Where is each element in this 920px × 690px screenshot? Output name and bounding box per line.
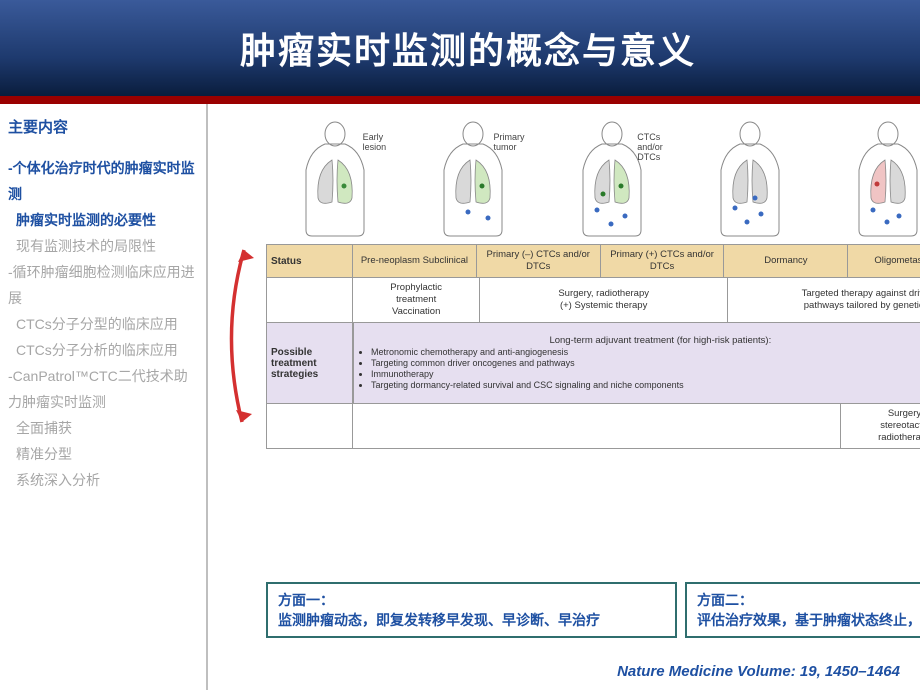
adjuvant-list: Metronomic chemotherapy and anti-angioge…: [371, 347, 920, 391]
row-cells: Surgerystereotacticradiotherapy: [353, 404, 920, 448]
torso-icon: [843, 120, 920, 240]
torso-stage: CTCsand/orDTCs: [543, 114, 681, 244]
row-cells: ProphylactictreatmentVaccination Surgery…: [353, 278, 920, 322]
aspect-boxes: 方面一： 监测肿瘤动态，即复发转移早发现、早诊断、早治疗 方面二： 评估治疗效果…: [266, 582, 920, 638]
header-underline: [0, 96, 920, 104]
main-content: Earlylesion Primarytumor CTCsand/orDTCs: [208, 104, 920, 690]
sidebar-item[interactable]: 全面捕获: [8, 415, 198, 441]
status-cell: Dormancy: [723, 245, 847, 277]
sidebar-item[interactable]: 系统深入分析: [8, 467, 198, 493]
aspect-1-text: 监测肿瘤动态，即复发转移早发现、早诊断、早治疗: [278, 610, 665, 630]
adjuvant-item: Metronomic chemotherapy and anti-angioge…: [371, 347, 920, 358]
strategies-label: Possibletreatmentstrategies: [267, 323, 353, 403]
torso-label: CTCsand/orDTCs: [637, 132, 663, 162]
torso-stage: Primarytumor: [404, 114, 542, 244]
sidebar-nav: -个体化治疗时代的肿瘤实时监测肿瘤实时监测的必要性现有监测技术的局限性-循环肿瘤…: [8, 155, 198, 493]
sidebar: 主要内容 -个体化治疗时代的肿瘤实时监测肿瘤实时监测的必要性现有监测技术的局限性…: [0, 104, 208, 690]
torso-row: Earlylesion Primarytumor CTCsand/orDTCs: [266, 114, 920, 244]
status-label: Status: [267, 245, 353, 277]
adjuvant-head: Long-term adjuvant treatment (for high-r…: [357, 335, 920, 347]
sidebar-item[interactable]: 精准分型: [8, 441, 198, 467]
strategies-row: Possibletreatmentstrategies Long-term ad…: [267, 322, 920, 403]
adjuvant-item: Targeting common driver oncogenes and pa…: [371, 358, 920, 369]
sidebar-item[interactable]: 肿瘤实时监测的必要性: [8, 207, 198, 233]
status-cell: Primary (+) CTCs and/or DTCs: [600, 245, 724, 277]
torso-stage: [681, 114, 819, 244]
sidebar-item[interactable]: 现有监测技术的局限性: [8, 233, 198, 259]
aspect-2-title: 方面二：: [697, 590, 920, 610]
sidebar-item[interactable]: -CanPatrol™CTC二代技术助力肿瘤实时监测: [8, 363, 198, 415]
aspect-2-text: 评估治疗效果，基于肿瘤状态终止，或调整治疗方案: [697, 610, 920, 630]
page-title: 肿瘤实时监测的概念与意义: [240, 22, 696, 74]
therapy-row-1: ProphylactictreatmentVaccination Surgery…: [267, 277, 920, 322]
adjuvant-item: Targeting dormancy-related survival and …: [371, 380, 920, 391]
status-cells: Pre-neoplasm SubclinicalPrimary (–) CTCs…: [353, 245, 920, 277]
surgery-row: Surgerystereotacticradiotherapy: [267, 403, 920, 448]
header-banner: 肿瘤实时监测的概念与意义: [0, 0, 920, 96]
body: 主要内容 -个体化治疗时代的肿瘤实时监测肿瘤实时监测的必要性现有监测技术的局限性…: [0, 104, 920, 690]
status-row: Status Pre-neoplasm SubclinicalPrimary (…: [267, 245, 920, 277]
status-cell: Pre-neoplasm Subclinical: [353, 245, 476, 277]
sidebar-item[interactable]: -循环肿瘤细胞检测临床应用进展: [8, 259, 198, 311]
sidebar-item[interactable]: CTCs分子分析的临床应用: [8, 337, 198, 363]
figure-table: Status Pre-neoplasm SubclinicalPrimary (…: [266, 244, 920, 449]
torso-label: Earlylesion: [363, 132, 387, 152]
aspect-1-title: 方面一：: [278, 590, 665, 610]
status-cell: Oligometastases: [847, 245, 920, 277]
adjuvant-item: Immunotherapy: [371, 369, 920, 380]
aspect-box-1: 方面一： 监测肿瘤动态，即复发转移早发现、早诊断、早治疗: [266, 582, 677, 638]
torso-label: Primarytumor: [493, 132, 524, 152]
sidebar-item[interactable]: CTCs分子分型的临床应用: [8, 311, 198, 337]
progression-figure: Earlylesion Primarytumor CTCsand/orDTCs: [266, 114, 920, 449]
cell: Surgery, radiotherapy(+) Systemic therap…: [479, 278, 727, 322]
torso-stage: Earlylesion: [266, 114, 404, 244]
sidebar-heading: 主要内容: [8, 116, 198, 137]
cell: ProphylactictreatmentVaccination: [353, 278, 479, 322]
torso-stage: [819, 114, 920, 244]
sidebar-item[interactable]: -个体化治疗时代的肿瘤实时监测: [8, 155, 198, 207]
status-cell: Primary (–) CTCs and/or DTCs: [476, 245, 600, 277]
aspect-box-2: 方面二： 评估治疗效果，基于肿瘤状态终止，或调整治疗方案: [685, 582, 920, 638]
cell: Targeted therapy against driver oncogene…: [727, 278, 920, 322]
citation: Nature Medicine Volume: 19, 1450–1464: [617, 663, 900, 680]
torso-icon: [705, 120, 795, 240]
row-cells: Long-term adjuvant treatment (for high-r…: [353, 323, 920, 403]
adjuvant-cell: Long-term adjuvant treatment (for high-r…: [353, 323, 920, 403]
surgery-cell: Surgerystereotacticradiotherapy: [840, 404, 920, 448]
row-label-empty: [267, 278, 353, 322]
curved-arrow-icon: [214, 244, 256, 434]
